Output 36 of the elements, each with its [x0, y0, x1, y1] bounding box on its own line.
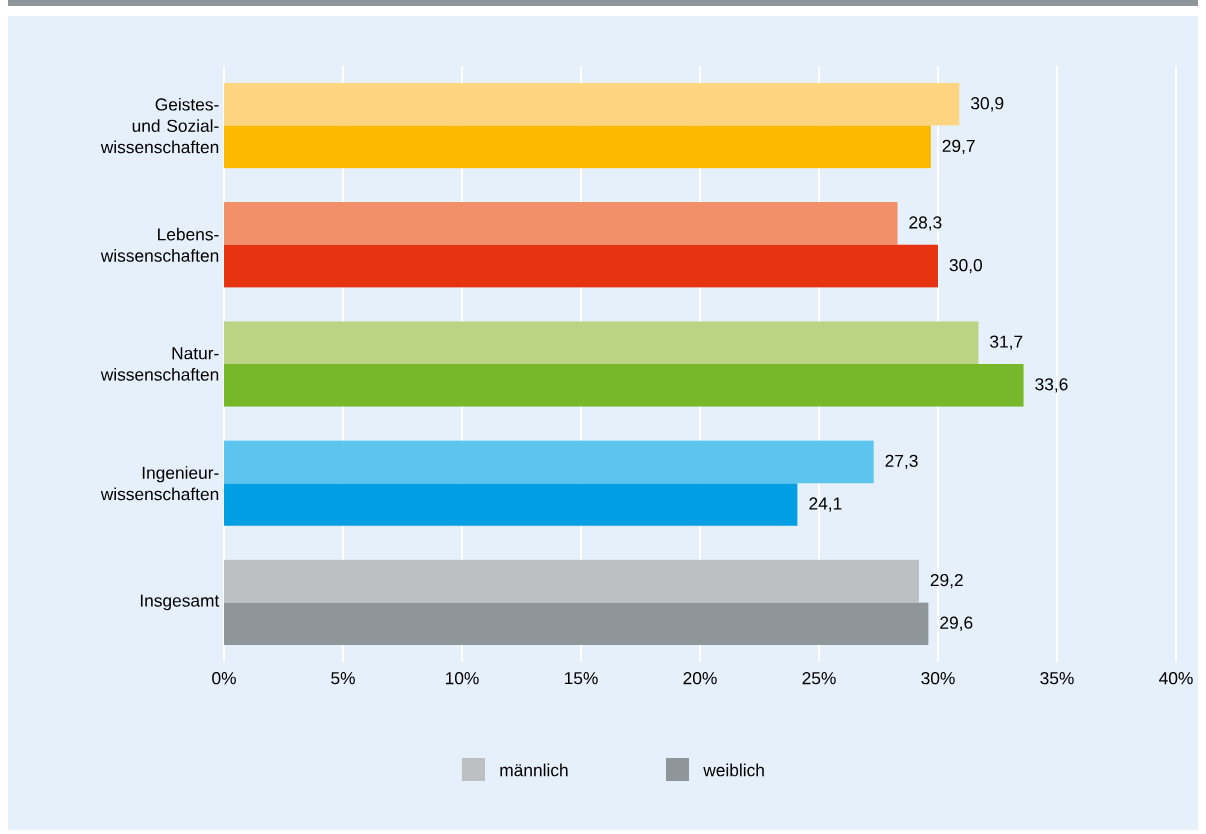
bar — [224, 321, 979, 364]
legend-label: männlich — [500, 763, 568, 777]
x-tick-label: 15% — [564, 672, 598, 685]
data-label: 33,6 — [1035, 378, 1068, 393]
data-label: 27,3 — [885, 454, 918, 470]
data-label: 30,0 — [949, 258, 982, 274]
data-label: 29,6 — [940, 616, 973, 631]
y-tick-label: Natur-wissenschaften — [100, 347, 219, 381]
x-tick-label: 5% — [331, 672, 355, 685]
bar — [224, 202, 898, 245]
y-tick-label: Lebens-wissenschaften — [100, 227, 219, 262]
y-tick-label: Insgesamt — [140, 594, 220, 611]
bar — [224, 559, 919, 603]
bar — [224, 602, 929, 646]
bar — [224, 82, 960, 126]
data-label: 31,7 — [990, 335, 1023, 350]
bar — [224, 440, 874, 484]
bar — [224, 364, 1024, 407]
data-label: 29,7 — [942, 139, 975, 155]
data-label: 24,1 — [809, 497, 842, 512]
x-tick-label: 20% — [683, 672, 717, 685]
x-tick-label: 40% — [1159, 672, 1193, 685]
x-tick-label: 25% — [802, 672, 836, 685]
x-tick-label: 0% — [212, 672, 236, 685]
data-label: 28,3 — [909, 216, 942, 231]
bar — [224, 483, 798, 526]
legend-label: weiblich — [703, 763, 764, 777]
x-tick-label: 30% — [921, 672, 955, 685]
x-tick-label: 10% — [445, 672, 479, 685]
bar — [224, 244, 938, 288]
y-tick-label: Geistes- und Sozial-wissenschaften — [100, 97, 219, 154]
bar — [224, 125, 931, 169]
data-label: 30,9 — [971, 97, 1004, 112]
data-label: 29,2 — [930, 573, 963, 589]
x-tick-label: 35% — [1040, 672, 1074, 685]
y-tick-label: Ingenieur-wissenschaften — [100, 466, 219, 501]
